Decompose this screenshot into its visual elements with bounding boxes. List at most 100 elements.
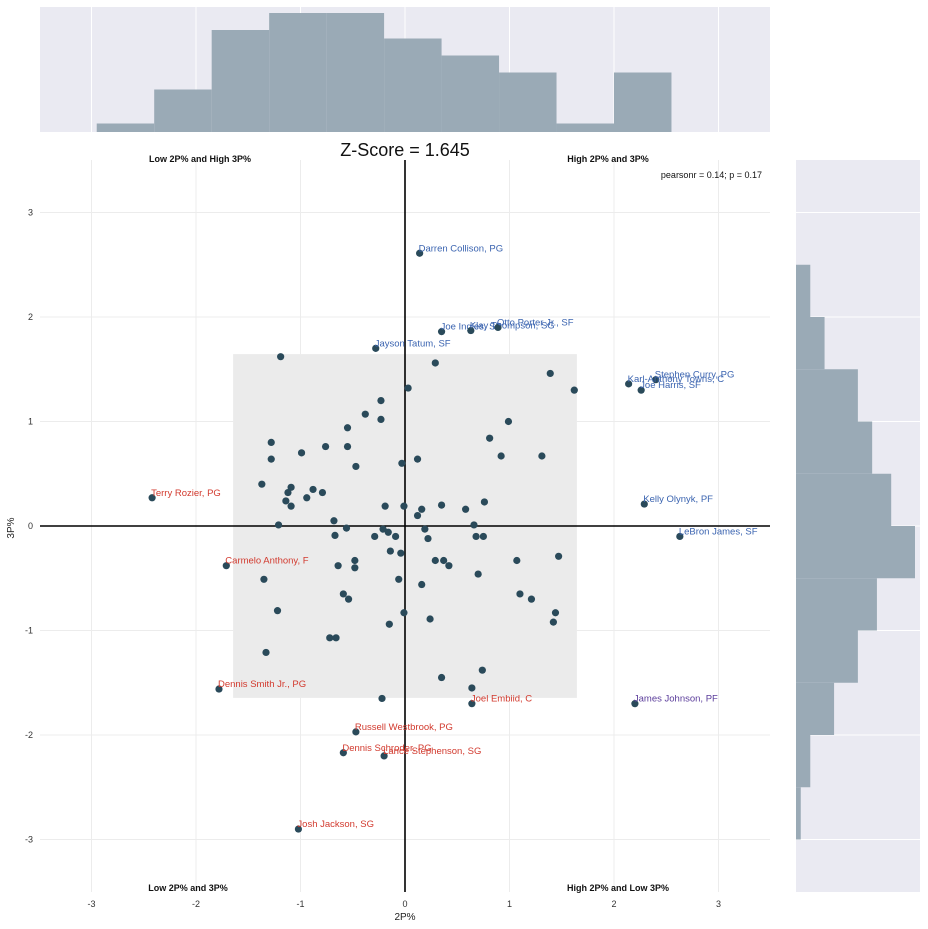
data-point <box>431 556 439 565</box>
data-point <box>343 442 352 451</box>
x-tick-label: 0 <box>402 899 407 909</box>
right-hist-bar <box>796 787 801 840</box>
labeled-data-point <box>372 344 380 352</box>
labeled-data-point <box>494 323 502 332</box>
player-label: Joel Embiid, C <box>471 694 532 705</box>
labeled-data-point <box>215 685 223 693</box>
data-point <box>379 525 387 533</box>
quadrant-label-bottom-left: Low 2P% and 3P% <box>148 883 228 893</box>
player-label: Dennis Smith Jr., PG <box>218 679 306 690</box>
labeled-data-point <box>222 562 230 570</box>
labeled-data-point <box>468 700 476 708</box>
stats-annotation: pearsonr = 0.14; p = 0.17 <box>661 170 762 180</box>
data-point <box>318 488 327 497</box>
x-tick-labels: -3 -2 -1 0 1 2 3 <box>87 899 721 909</box>
player-label: Klay Thompson, SG <box>470 321 555 332</box>
labeled-data-point <box>437 328 446 336</box>
data-point <box>339 590 347 598</box>
top-hist-bar <box>441 55 500 132</box>
data-point <box>551 609 560 617</box>
data-point <box>274 521 283 529</box>
right-hist-bar <box>796 526 915 579</box>
data-point <box>549 618 557 626</box>
right-hist-bar <box>796 264 811 317</box>
data-point <box>497 452 505 460</box>
player-label: Darren Collison, PG <box>419 243 503 254</box>
data-point <box>321 442 330 451</box>
x-tick-label: -2 <box>192 899 200 909</box>
player-label: Jayson Tatum, SF <box>375 338 451 349</box>
labeled-data-point <box>625 380 633 388</box>
data-point <box>303 494 311 502</box>
data-point <box>273 607 282 615</box>
y-tick-label: 1 <box>28 417 33 427</box>
player-label: Dennis Schroder, PG <box>342 743 431 754</box>
data-point <box>326 634 334 642</box>
x-tick-label: -1 <box>296 899 304 909</box>
data-point <box>334 562 342 570</box>
data-point <box>385 620 393 628</box>
data-point <box>418 505 426 513</box>
top-hist-bar <box>326 13 385 132</box>
data-point <box>462 505 470 513</box>
data-point <box>377 415 385 424</box>
data-point <box>479 532 487 541</box>
data-point <box>371 532 379 541</box>
data-point <box>400 609 408 617</box>
player-label: Otto Porter Jr., SF <box>497 317 574 328</box>
player-label: Joe Harris, SF <box>640 380 701 391</box>
data-point <box>437 673 446 682</box>
data-point <box>331 531 339 540</box>
player-label: Kelly Olynyk, PF <box>643 494 713 505</box>
data-point <box>424 534 432 543</box>
player-label: Josh Jackson, SG <box>297 819 374 830</box>
labeled-data-point <box>640 500 648 508</box>
data-point <box>391 532 400 541</box>
labeled-data-point <box>676 532 684 541</box>
data-point <box>527 595 536 603</box>
data-point <box>400 502 408 510</box>
data-point <box>546 369 554 378</box>
right-hist-bar <box>796 473 892 526</box>
top-marginal-histogram <box>40 7 770 132</box>
right-hist-bar <box>796 578 877 631</box>
data-point <box>516 590 524 598</box>
data-point <box>277 353 285 361</box>
right-hist-bar <box>796 682 835 735</box>
top-hist-bar <box>96 123 155 132</box>
y-tick-label: -1 <box>25 626 33 636</box>
data-point <box>267 455 275 463</box>
y-tick-label: -3 <box>25 835 33 845</box>
labeled-data-point <box>294 825 303 833</box>
player-label: James Johnson, PF <box>634 694 718 705</box>
data-point <box>343 424 352 432</box>
x-tick-label: -3 <box>87 899 95 909</box>
top-hist-bar <box>154 89 212 132</box>
data-point <box>404 384 412 392</box>
player-label: LeBron James, SF <box>679 526 758 537</box>
player-label: Lance Stephenson, SG <box>383 746 481 757</box>
data-point <box>258 480 266 488</box>
labeled-data-point <box>148 494 156 502</box>
data-point <box>309 485 317 494</box>
x-tick-label: 3 <box>716 899 721 909</box>
data-point <box>332 634 340 642</box>
labeled-data-point <box>380 752 388 760</box>
data-point <box>413 455 422 463</box>
data-point <box>287 502 295 510</box>
data-point <box>413 511 422 520</box>
y-tick-labels: -3 -2 -1 0 1 2 3 <box>25 208 33 845</box>
data-point <box>267 438 275 446</box>
player-label: Carmelo Anthony, F <box>225 556 308 567</box>
data-point <box>538 452 546 460</box>
data-point <box>284 488 292 497</box>
top-hist-bar <box>384 38 442 132</box>
y-tick-label: -2 <box>25 730 33 740</box>
data-point <box>480 498 489 506</box>
labeled-data-point <box>652 376 660 384</box>
data-point <box>555 552 563 560</box>
data-point <box>426 615 434 623</box>
data-point <box>440 556 448 565</box>
quadrant-label-top-left: Low 2P% and High 3P% <box>149 154 251 164</box>
